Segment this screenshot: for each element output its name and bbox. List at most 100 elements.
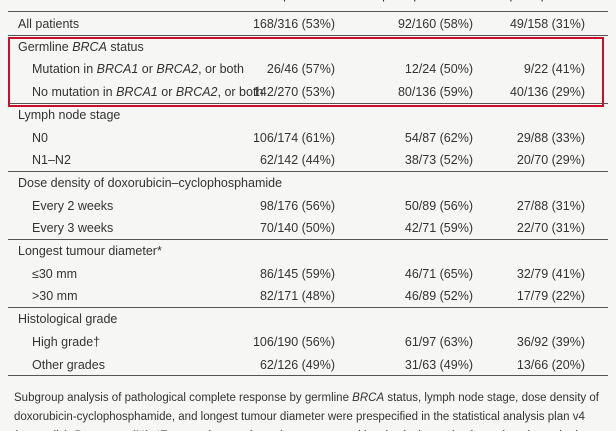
text-segment: Histological grade [18, 312, 118, 327]
table-row: No mutation in BRCA1 or BRCA2, or both 14… [0, 81, 616, 103]
cell-value: 29/88 (33%) [516, 130, 585, 145]
row-label: Other grades [32, 354, 105, 376]
table-row: Mutation in BRCA1 or BRCA2, or both 26/46… [0, 58, 616, 80]
text-segment: or [138, 62, 157, 77]
rule [8, 375, 608, 376]
table-row: All patients 168/316 (53%) 92/160 (58%) 49/… [0, 13, 616, 35]
text-segment: Mutation in [32, 62, 97, 77]
row-label: Dose density of doxorubicin–cyclophospha… [18, 172, 282, 194]
cell-value: 46/89 (52%) [404, 289, 473, 304]
cell-value: 61/97 (63%) [404, 334, 473, 349]
table-row: Every 2 weeks 98/176 (56%) 50/89 (56%) 27/8… [0, 195, 616, 217]
table-row: N0 106/174 (61%) 54/87 (62%) 29/88 (33%) [0, 127, 616, 149]
cell-value: 31/63 (49%) [404, 357, 473, 372]
text-segment: Other grades [32, 357, 105, 372]
cell-value: 50/89 (56%) [404, 198, 473, 213]
cell-value: 82/171 (48%) [259, 289, 335, 304]
cell-value: 62/126 (49%) [259, 357, 335, 372]
table-row: Histological grade [0, 308, 616, 330]
italic-term: BRCA [72, 39, 107, 54]
text-segment: Germline [18, 39, 73, 54]
text-segment: Every 2 weeks [32, 198, 114, 213]
row-label: No mutation in BRCA1 or BRCA2, or both [32, 81, 263, 103]
cell-value: 17/79 (22%) [516, 289, 585, 304]
column-header: Veliparib [263, 0, 311, 2]
text-segment: , or both [217, 85, 264, 100]
cell-value: 40/136 (29%) [509, 85, 585, 100]
cell-value: 13/66 (20%) [516, 357, 585, 372]
italic-term: BRCA2 [156, 62, 199, 77]
text-segment: >30 mm [32, 289, 78, 304]
cell-value: 86/145 (59%) [259, 266, 335, 281]
text-segment: status [106, 39, 144, 54]
italic-term: BRCA2 [175, 85, 218, 100]
cell-value: 80/136 (59%) [397, 85, 473, 100]
text-segment: High grade† [32, 334, 101, 349]
italic-term: BRCA1 [116, 85, 158, 100]
text-segment: Lymph node stage [18, 107, 121, 122]
rule [8, 239, 608, 240]
text-segment: , or both [198, 62, 244, 77]
cell-value: 98/176 (56%) [259, 198, 335, 213]
cell-value: 42/71 (59%) [404, 221, 473, 236]
table-row: Lymph node stage [0, 104, 616, 126]
table-row: Other grades 62/126 (49%) 31/63 (49%) 13/66… [0, 354, 616, 376]
row-label: ≤30 mm [32, 263, 77, 285]
column-header: Veliparib placebo [362, 0, 457, 2]
table-row: Longest tumour diameter* [0, 240, 616, 262]
text-segment: Longest tumour diameter* [18, 244, 162, 258]
table-row: ≤30 mm 86/145 (59%) 46/71 (65%) 32/79 (41%) [0, 263, 616, 285]
cell-value: 26/46 (57%) [266, 62, 335, 77]
row-label: Longest tumour diameter* [18, 240, 162, 262]
cell-value: 168/316 (53%) [252, 17, 335, 31]
text-segment: N0 [32, 130, 48, 145]
rule [8, 103, 608, 104]
cell-value: 46/71 (65%) [404, 266, 473, 281]
row-label: >30 mm [32, 285, 78, 307]
column-header: + veliparib placebo [480, 0, 585, 2]
cell-value: 20/70 (29%) [516, 153, 585, 168]
table-row: Dose density of doxorubicin–cyclophospha… [0, 172, 616, 194]
cell-value: 70/140 (50%) [259, 221, 335, 236]
text-segment: status, lymph node stage, dose density o… [14, 392, 599, 431]
highlight-box [8, 37, 604, 107]
rule [8, 307, 608, 308]
italic-term: BRCA [352, 392, 385, 404]
row-label: Mutation in BRCA1 or BRCA2, or both [32, 58, 244, 80]
text-segment: or [157, 85, 176, 100]
cell-value: 38/73 (52%) [404, 153, 473, 168]
row-label: High grade† [32, 331, 100, 353]
cell-value: 142/270 (53%) [252, 85, 335, 100]
text-segment: Subgroup analysis of pathological comple… [14, 392, 353, 404]
row-label: Germline BRCA status [18, 36, 144, 58]
text-segment: Every 3 weeks [32, 221, 114, 236]
table-row: Germline BRCA status [0, 36, 616, 58]
cell-value: 22/70 (31%) [516, 221, 585, 236]
row-label: Every 3 weeks [32, 217, 113, 239]
table-row: N1–N2 62/142 (44%) 38/73 (52%) 20/70 (29%) [0, 149, 616, 171]
row-label: All patients [18, 17, 80, 31]
cell-value: 106/174 (61%) [252, 130, 335, 145]
cell-value: 27/88 (31%) [516, 198, 585, 213]
rule [8, 11, 608, 12]
footnote: Subgroup analysis of pathological comple… [14, 389, 610, 431]
italic-term: BRCA1 [96, 62, 139, 77]
text-segment: Dose density of doxorubicin–cyclophospha… [18, 175, 283, 190]
table-row: High grade† 106/190 (56%) 61/97 (63%) 36/92… [0, 331, 616, 353]
cell-value: 12/24 (50%) [404, 62, 473, 77]
text-segment: N1–N2 [32, 153, 71, 168]
cell-value: 92/160 (58%) [397, 17, 473, 31]
row-label: N1–N2 [32, 149, 71, 171]
rule [8, 35, 608, 36]
cell-value: 32/79 (41%) [516, 266, 585, 281]
row-label: Every 2 weeks [32, 195, 113, 217]
cell-value: 36/92 (39%) [516, 334, 585, 349]
cell-value: 49/158 (31%) [509, 17, 585, 31]
row-label: N0 [32, 127, 48, 149]
rule [8, 171, 608, 172]
text-segment: ≤30 mm [32, 266, 78, 281]
cell-value: 54/87 (62%) [404, 130, 473, 145]
cell-value: 62/142 (44%) [259, 153, 335, 168]
table-row: >30 mm 82/171 (48%) 46/89 (52%) 17/79 (22%) [0, 285, 616, 307]
